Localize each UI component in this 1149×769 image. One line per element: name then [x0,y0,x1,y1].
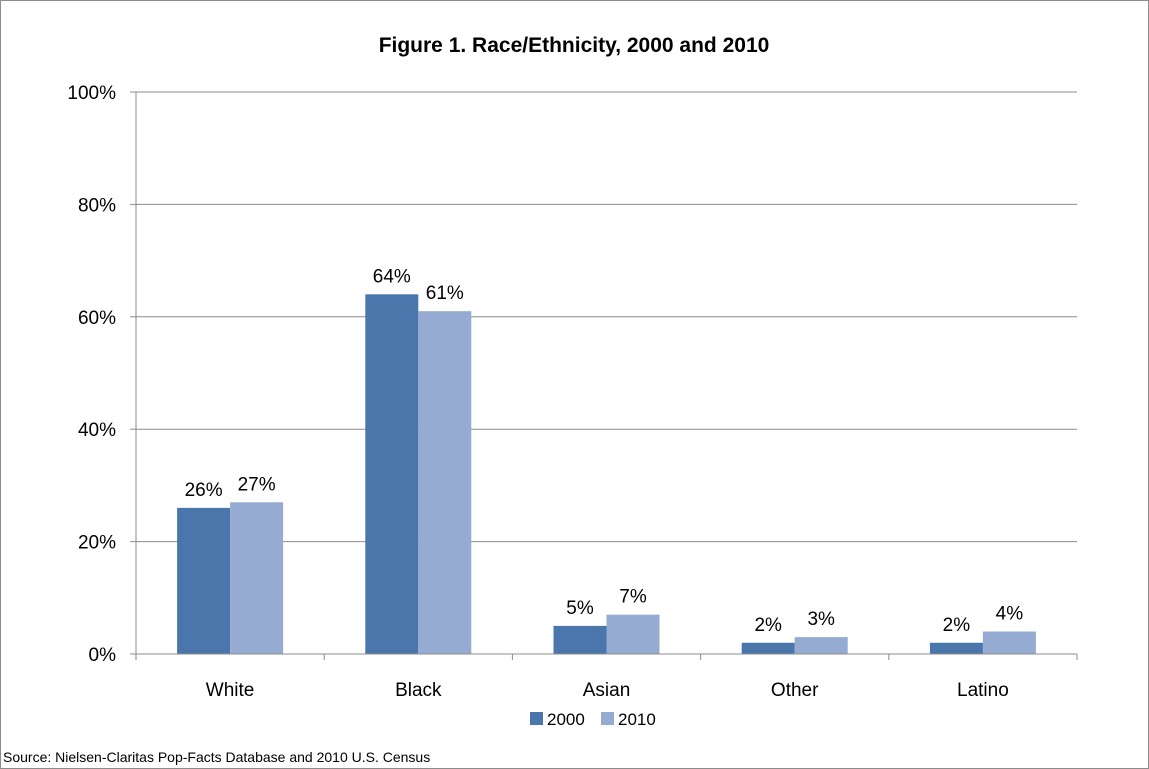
data-label-2010-black: 61% [426,283,464,304]
data-label-2010-latino: 4% [996,604,1024,625]
bar-2000-latino [929,642,983,654]
bar-2000-black [365,294,419,654]
chart-title: Figure 1. Race/Ethnicity, 2000 and 2010 [379,34,770,57]
data-label-2010-other: 3% [807,609,835,630]
y-axis-tick-labels: 0% 20% 40% 60% 80% 100% [67,83,116,666]
data-label-2000-asian: 5% [566,598,594,619]
data-label-2000-black: 64% [373,266,411,287]
y-tick-label: 0% [89,645,117,666]
category-label: Other [771,680,819,701]
legend-label-2010: 2010 [618,710,656,729]
legend-swatch-2000 [530,712,543,725]
bar-2000-other [741,642,795,654]
bar-2010-latino [982,631,1036,654]
legend-label-2000: 2000 [547,710,585,729]
category-label: Black [395,680,442,701]
data-labels: 26% 27% 64% 61% 5% 7% 2% 3% 2% 4% [185,266,1024,635]
data-label-2000-white: 26% [185,480,223,501]
data-label-2010-white: 27% [238,474,276,495]
bar-2010-white [230,502,284,654]
data-label-2010-asian: 7% [619,587,647,608]
axes [130,91,1078,660]
bars [177,294,1036,654]
bar-2000-white [177,507,231,654]
y-tick-label: 100% [67,83,116,104]
category-label: Asian [583,680,631,701]
data-label-2000-other: 2% [754,615,782,636]
y-tick-label: 80% [78,195,116,216]
x-axis-category-labels: White Black Asian Other Latino [206,680,1009,701]
legend-swatch-2010 [601,712,614,725]
source-note: Source: Nielsen-Claritas Pop-Facts Datab… [3,749,430,765]
y-tick-label: 60% [78,308,116,329]
category-label: Latino [957,680,1009,701]
data-label-2000-latino: 2% [943,615,971,636]
gridlines [136,91,1077,543]
legend: 2000 2010 [530,710,656,729]
y-tick-label: 40% [78,420,116,441]
bar-2010-asian [606,614,660,654]
bar-2000-asian [553,625,607,654]
bar-2010-other [794,637,848,654]
category-label: White [206,680,255,701]
y-tick-label: 20% [78,533,116,554]
bar-2010-black [418,311,472,654]
